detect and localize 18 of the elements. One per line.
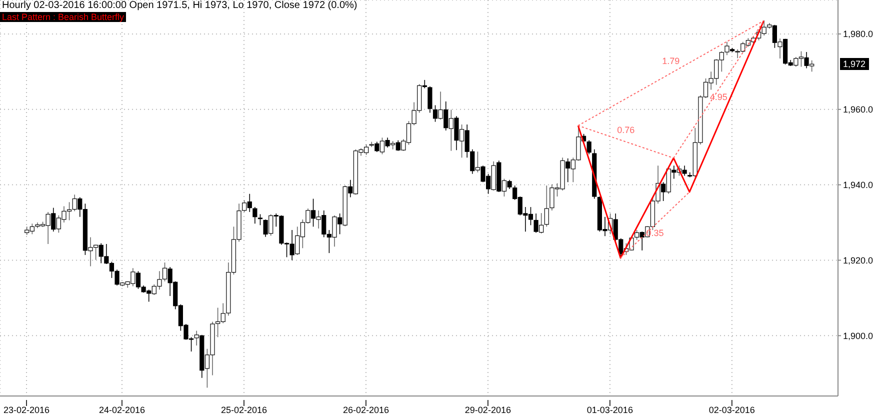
series-label: 0.76 xyxy=(616,124,636,135)
series-label: 4.95 xyxy=(708,92,728,102)
x-tick-label: 25-02-2016 xyxy=(220,405,267,415)
x-tick-label: 23-02-2016 xyxy=(3,405,50,415)
x-tick-label: 02-03-2016 xyxy=(708,405,755,415)
y-tick-label: 1,980.0 xyxy=(843,29,874,40)
x-tick-label: 26-02-2016 xyxy=(342,405,389,415)
text: 1,972 xyxy=(840,58,869,70)
x-tick-label: 29-02-2016 xyxy=(464,405,511,415)
series-label: 1.79 xyxy=(661,56,681,66)
y-tick-label: 1,960.0 xyxy=(843,104,874,115)
y-tick-label: 1,940.0 xyxy=(843,180,874,190)
text: Last Pattern : Bearish Butterfly xyxy=(0,12,126,22)
y-tick-label: 1,900.0 xyxy=(843,330,874,341)
y-tick-label: 1,920.0 xyxy=(843,255,874,266)
x-tick-label: 01-03-2016 xyxy=(586,405,633,415)
chart-title: Hourly 02-03-2016 16:00:00 Open 1971.5, Hi 1973, Lo 1970, Close 1972 (0.0%) xyxy=(2,0,358,11)
x-tick-label: 24-02-2016 xyxy=(98,405,146,415)
